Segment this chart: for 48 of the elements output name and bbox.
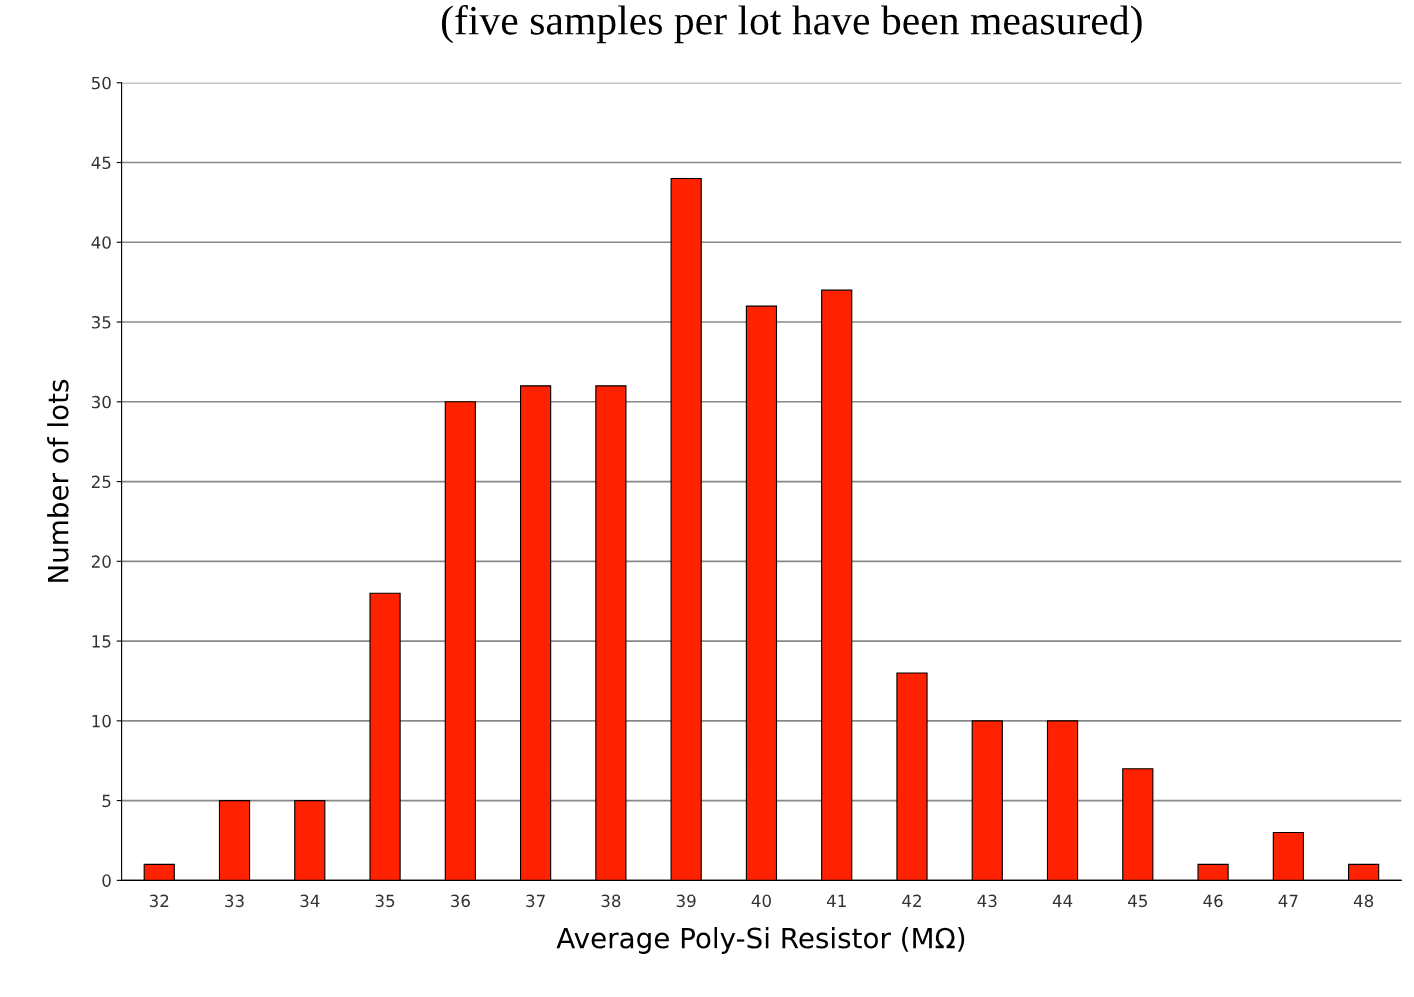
y-tick-label: 20 (91, 555, 111, 568)
x-tick-label: 32 (149, 894, 169, 908)
bar (670, 177, 702, 881)
x-tick-label: 42 (902, 894, 921, 907)
x-tick-label: 37 (526, 894, 545, 908)
bar (520, 385, 552, 881)
x-tick-label: 35 (375, 894, 395, 908)
x-tick-label: 44 (1052, 894, 1073, 907)
bar (369, 592, 401, 881)
bar (745, 305, 778, 881)
bar (1197, 863, 1229, 881)
y-tick-label: 35 (91, 315, 111, 329)
y-tick-label: 10 (92, 714, 111, 728)
x-tick-label: 34 (300, 894, 320, 908)
bar (821, 289, 853, 881)
x-tick-label: 40 (751, 894, 771, 908)
bar (1046, 720, 1079, 881)
bar (971, 720, 1003, 881)
bar (143, 863, 175, 881)
bar (218, 800, 251, 881)
x-tick-label: 41 (826, 894, 846, 907)
x-tick-label: 47 (1278, 894, 1298, 907)
bar (1122, 768, 1154, 881)
x-tick-label: 45 (1128, 894, 1147, 908)
x-tick-label: 36 (451, 894, 470, 908)
y-tick-label: 15 (92, 635, 111, 648)
x-tick-label: 38 (601, 894, 621, 908)
x-tick-label: 48 (1353, 894, 1374, 908)
y-tick-label: 25 (91, 475, 111, 489)
chart-title: (five samples per lot have been measured) (441, 4, 1142, 44)
x-tick-label: 43 (977, 894, 997, 908)
x-axis-title: Average Poly-Si Resistor (MΩ) (556, 927, 965, 954)
bar (1272, 831, 1304, 881)
y-tick-label: 30 (91, 395, 111, 409)
y-tick-label: 5 (102, 794, 111, 808)
bar (1348, 863, 1380, 881)
y-tick-label: 40 (91, 236, 111, 249)
y-tick-label: 50 (91, 76, 111, 90)
y-axis-title: Number of lots (47, 379, 69, 582)
y-tick-label: 45 (91, 156, 111, 170)
x-tick-label: 46 (1203, 894, 1223, 908)
x-tick-label: 33 (225, 894, 244, 908)
x-tick-label: 39 (676, 894, 696, 908)
bar (896, 672, 928, 881)
y-tick-label: 0 (102, 874, 111, 887)
bar (294, 800, 326, 881)
bar (444, 401, 476, 881)
bar (595, 385, 627, 881)
